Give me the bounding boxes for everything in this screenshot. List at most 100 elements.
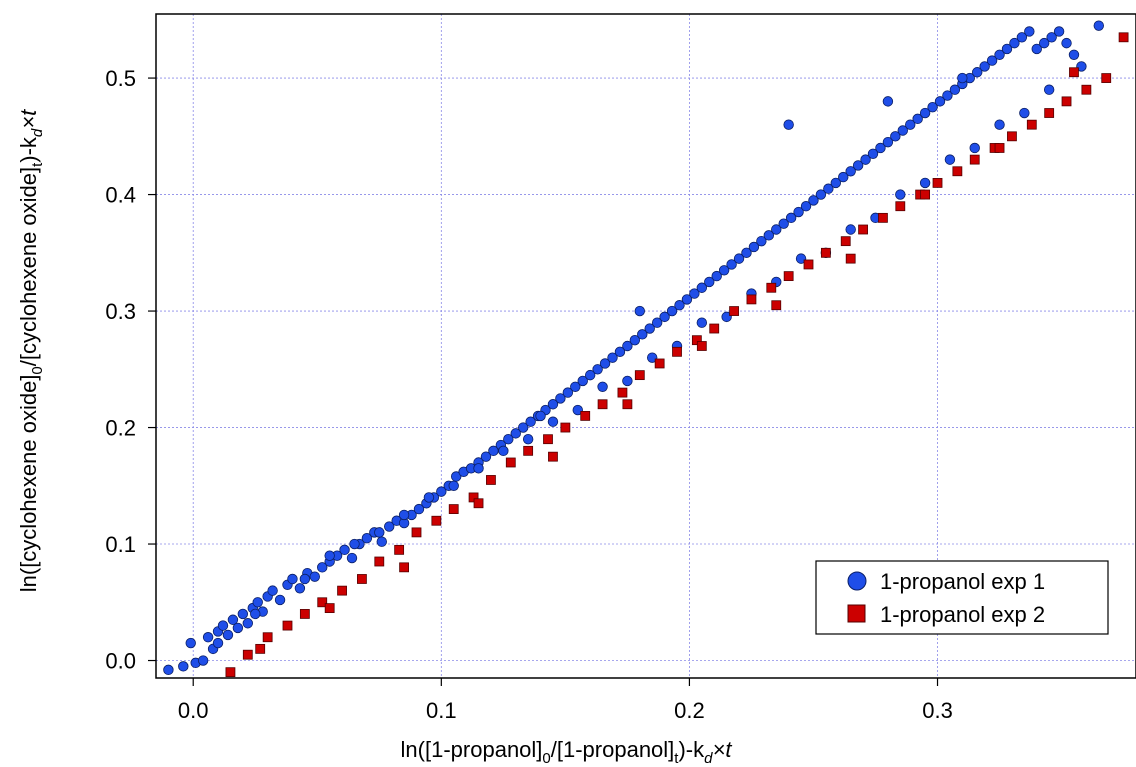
data-point-series-2	[560, 422, 571, 433]
data-point-series-1	[361, 533, 373, 544]
data-point-series-1	[274, 594, 286, 606]
data-point-series-2	[1118, 32, 1129, 43]
data-point-series-1	[498, 445, 509, 457]
data-point-series-1	[800, 201, 812, 212]
data-point-series-1	[637, 329, 648, 340]
data-point-series-1	[704, 276, 715, 288]
data-point-series-2	[803, 259, 814, 270]
data-point-series-2	[255, 643, 266, 654]
data-point-series-1	[185, 637, 196, 649]
data-point-series-2	[622, 399, 633, 410]
data-point-series-2	[1007, 131, 1017, 142]
axis-ticks: 0.0 0.1 0.2 0.3 0.0 0.1 0.2 0.3 0.4 0.5	[105, 66, 952, 723]
data-point-series-2	[878, 212, 888, 223]
data-point-series-1	[927, 101, 938, 113]
data-point-series-2	[548, 451, 558, 462]
data-point-series-2	[374, 556, 385, 567]
data-point-series-1	[644, 323, 655, 334]
x-tick-label: 0.2	[674, 698, 705, 723]
data-point-series-2	[895, 201, 906, 212]
data-point-series-2	[766, 282, 777, 293]
data-point-series-1	[711, 270, 722, 282]
data-point-series-1	[912, 113, 923, 125]
data-point-series-1	[674, 300, 685, 311]
data-point-series-1	[1024, 26, 1035, 37]
data-point-series-1	[785, 212, 797, 224]
data-point-series-1	[242, 618, 253, 629]
data-point-series-1	[696, 282, 708, 293]
data-point-series-1	[919, 107, 931, 119]
data-point-series-2	[696, 341, 707, 351]
y-tick-label: 0.4	[105, 183, 136, 208]
data-point-series-1	[480, 451, 492, 462]
data-point-series-2	[709, 323, 720, 334]
data-point-series-1	[882, 96, 894, 107]
data-point-series-1	[522, 433, 534, 445]
data-point-series-1	[659, 311, 670, 323]
data-point-series-1	[448, 480, 459, 491]
data-point-series-2	[324, 603, 335, 614]
data-point-series-1	[384, 521, 395, 532]
data-point-series-1	[227, 614, 239, 625]
data-point-series-1	[1009, 37, 1020, 49]
data-point-series-1	[250, 608, 261, 620]
data-point-series-1	[178, 661, 189, 672]
y-tick-label: 0.3	[105, 299, 136, 324]
data-point-series-2	[783, 271, 794, 282]
data-point-series-1	[860, 154, 871, 165]
data-point-series-2	[1061, 96, 1072, 107]
data-point-series-1	[875, 142, 886, 154]
data-point-series-1	[666, 305, 678, 317]
data-point-series-2	[317, 597, 328, 608]
data-point-series-2	[357, 574, 367, 584]
data-point-series-1	[741, 247, 752, 259]
y-tick-label: 0.5	[105, 66, 136, 91]
data-point-series-1	[299, 573, 311, 585]
data-point-series-1	[287, 573, 298, 585]
data-point-series-1	[629, 334, 641, 346]
data-point-series-1	[890, 131, 901, 142]
data-point-series-1	[525, 416, 536, 427]
data-point-series-2	[840, 236, 851, 247]
data-point-series-1	[651, 317, 663, 328]
data-point-series-2	[771, 300, 782, 311]
data-point-series-2	[1081, 84, 1092, 95]
x-tick-label: 0.1	[426, 698, 457, 723]
data-point-series-1	[163, 664, 174, 676]
data-point-series-2	[858, 224, 868, 235]
data-point-series-1	[895, 189, 906, 200]
data-point-series-1	[1053, 26, 1065, 37]
data-point-series-1	[979, 61, 990, 72]
data-point-series-1	[733, 253, 745, 264]
y-tick-label: 0.1	[105, 532, 136, 557]
data-point-series-1	[882, 136, 894, 148]
data-point-series-1	[681, 294, 693, 305]
data-point-series-2	[845, 253, 856, 264]
y-axis-label: ln([cyclohexene oxide]0/[cyclohexene oxi…	[16, 109, 46, 592]
legend: 1-propanol exp 1 1-propanol exp 2	[815, 560, 1109, 635]
data-point-series-1	[969, 142, 980, 154]
data-point-series-2	[399, 562, 410, 573]
data-point-series-1	[867, 148, 879, 159]
data-point-series-2	[580, 410, 591, 421]
data-point-series-1	[726, 259, 737, 270]
data-point-series-1	[823, 183, 834, 194]
data-point-series-2	[543, 434, 553, 445]
data-point-series-1	[562, 387, 574, 398]
data-point-series-1	[1061, 37, 1072, 49]
data-point-series-1	[398, 509, 410, 521]
data-point-series-1	[771, 224, 782, 235]
data-point-series-1	[592, 364, 603, 375]
data-point-series-1	[222, 629, 234, 641]
data-point-series-2	[299, 609, 310, 619]
y-tick-label: 0.0	[105, 649, 136, 674]
data-point-series-1	[1031, 43, 1042, 55]
data-point-series-1	[718, 265, 730, 276]
data-point-series-1	[689, 288, 700, 299]
data-point-series-2	[634, 370, 645, 381]
x-axis-label: ln([1-propanol]0/[1-propanol]t)-kd×t	[401, 737, 733, 767]
data-point-series-2	[505, 457, 516, 468]
data-point-series-1	[748, 241, 760, 253]
legend-marker-exp1	[847, 571, 867, 591]
data-point-series-1	[919, 177, 931, 189]
